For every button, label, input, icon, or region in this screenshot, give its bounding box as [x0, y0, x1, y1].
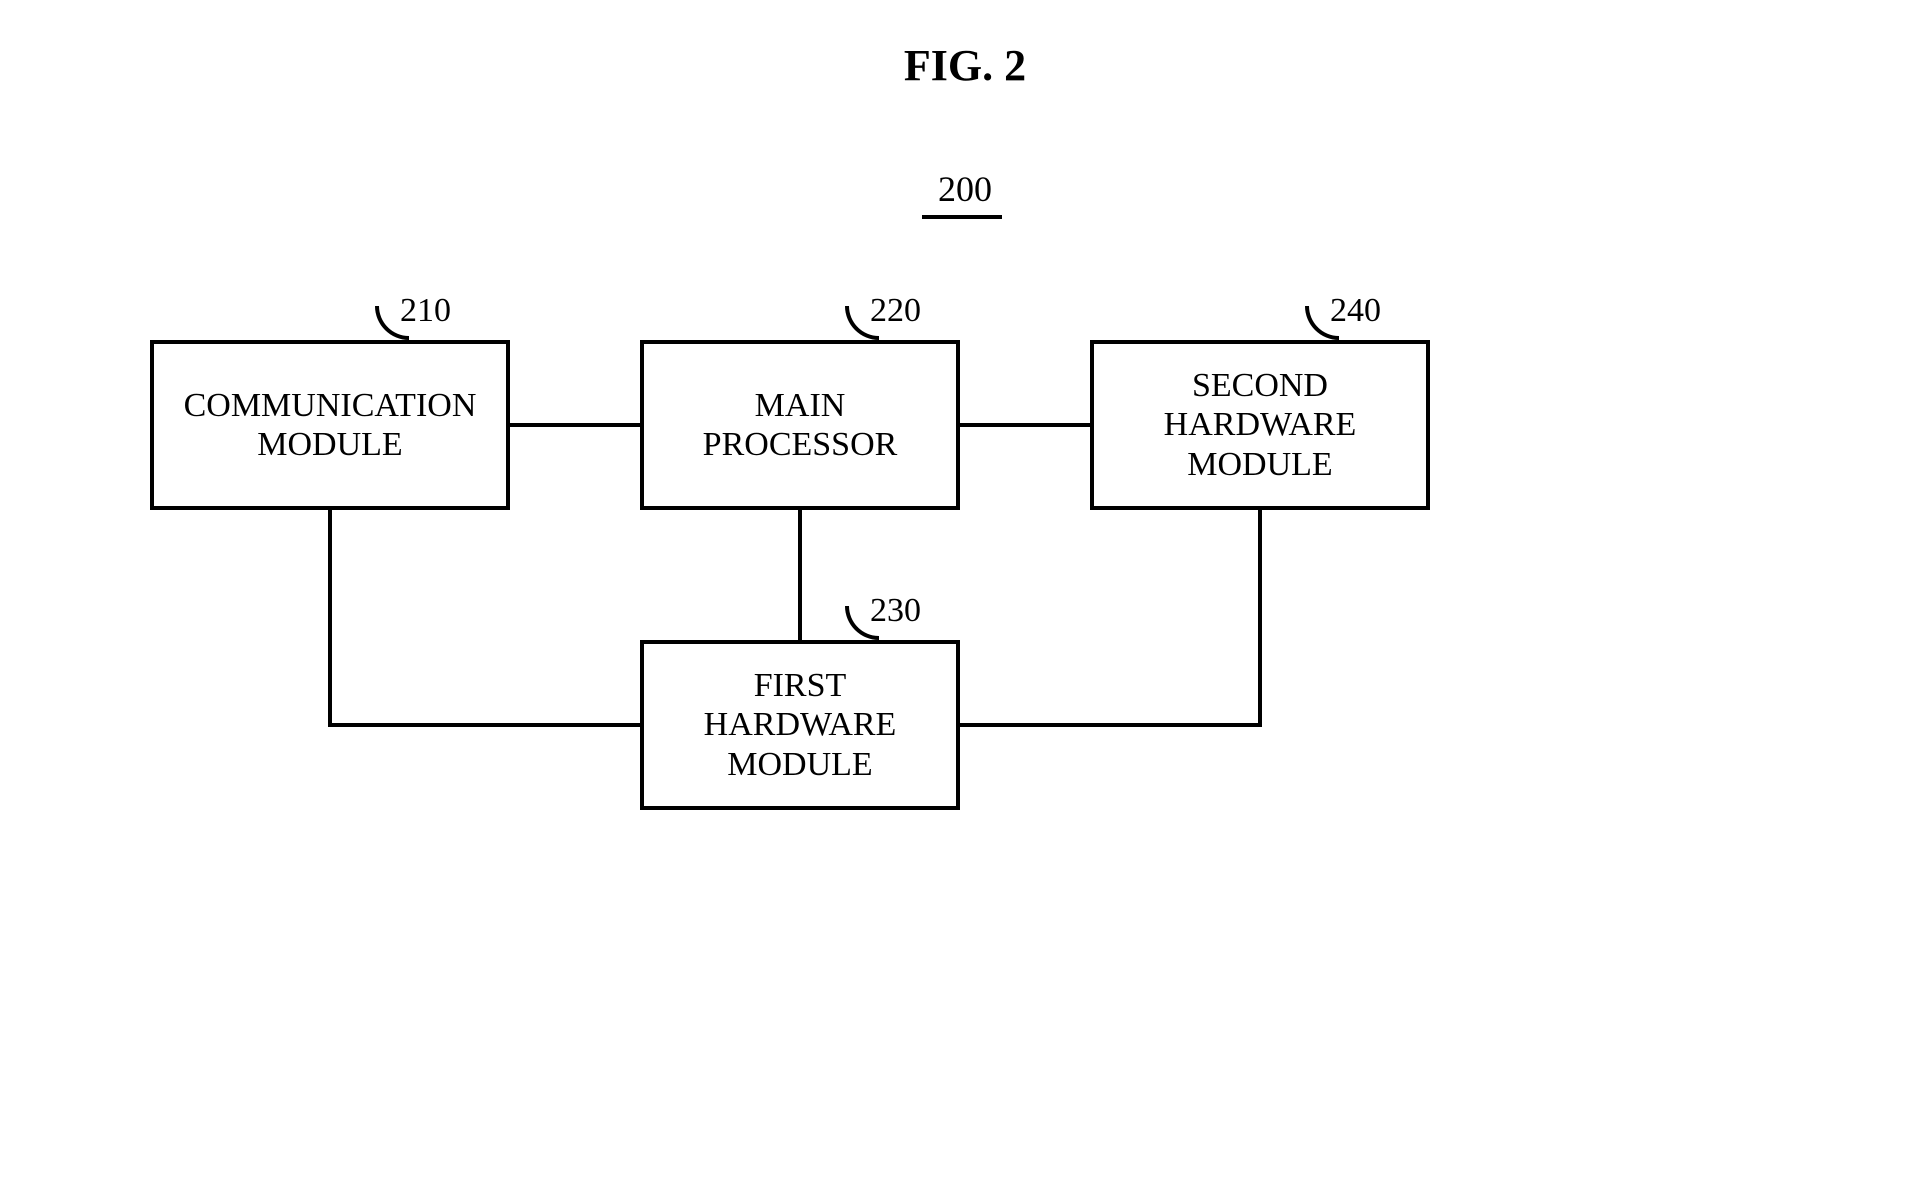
main-processor-tail	[845, 306, 879, 340]
connector-second-down	[1258, 510, 1262, 725]
connector-comm-first	[328, 723, 640, 727]
figure-ref-number: 200	[0, 168, 1930, 210]
figure-title: FIG. 2	[0, 40, 1930, 91]
connector-comm-main	[510, 423, 640, 427]
connector-main-second	[960, 423, 1090, 427]
main-processor-label: MAIN PROCESSOR	[703, 386, 898, 464]
communication-module-label: COMMUNICATION MODULE	[184, 386, 477, 464]
second-hardware-module-box: SECOND HARDWARE MODULE	[1090, 340, 1430, 510]
diagram-canvas: FIG. 2 200 COMMUNICATION MODULE 210 MAIN…	[0, 0, 1930, 1181]
communication-module-tail	[375, 306, 409, 340]
second-hardware-module-tail	[1305, 306, 1339, 340]
figure-ref-underline	[922, 215, 1002, 219]
connector-main-first	[798, 510, 802, 640]
connector-second-first	[960, 723, 1262, 727]
main-processor-box: MAIN PROCESSOR	[640, 340, 960, 510]
first-hardware-module-label: FIRST HARDWARE MODULE	[704, 666, 897, 783]
communication-module-box: COMMUNICATION MODULE	[150, 340, 510, 510]
first-hardware-module-tail	[845, 606, 879, 640]
connector-comm-down	[328, 510, 332, 725]
second-hardware-module-label: SECOND HARDWARE MODULE	[1164, 366, 1357, 483]
first-hardware-module-box: FIRST HARDWARE MODULE	[640, 640, 960, 810]
